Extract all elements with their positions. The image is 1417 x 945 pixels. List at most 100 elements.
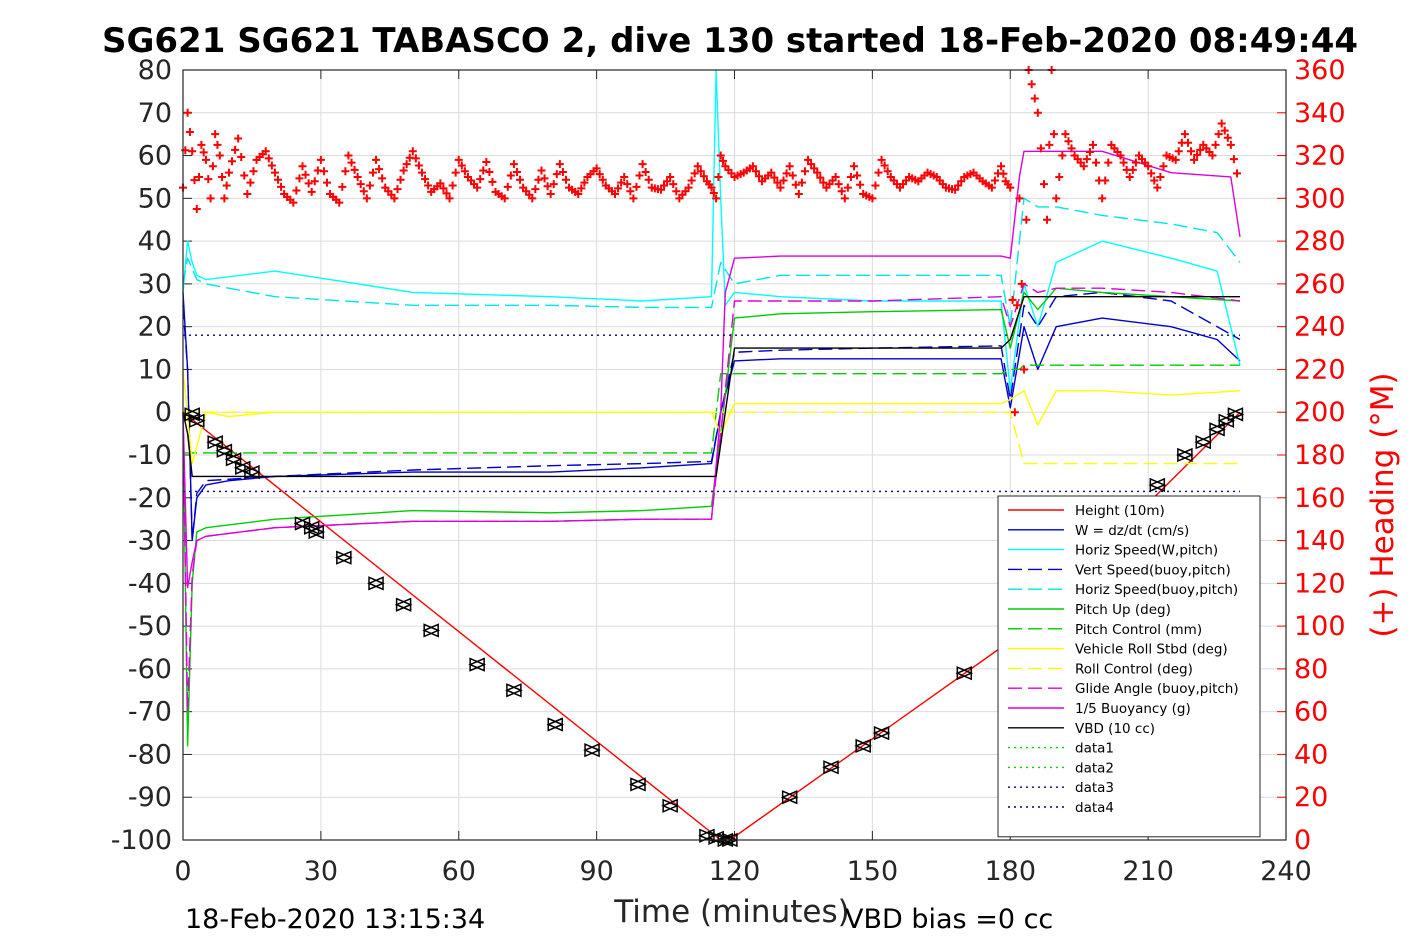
y-right-tick-label: 40 (1294, 739, 1328, 770)
y-tick-label: 20 (138, 312, 172, 343)
heading-point (546, 190, 555, 199)
y-right-tick-label: 100 (1294, 611, 1346, 642)
heading-point (987, 183, 996, 192)
y-right-tick-label: 200 (1294, 397, 1346, 428)
track-marker (1208, 422, 1226, 437)
heading-point (399, 166, 408, 175)
heading-point (644, 175, 653, 184)
heading-point (951, 185, 960, 194)
heading-point (770, 173, 779, 182)
heading-point (335, 198, 344, 207)
heading-point (660, 181, 669, 190)
heading-point (1052, 194, 1061, 203)
heading-point (201, 155, 210, 164)
legend-label-vert-speed-buoy-pitch: Vert Speed(buoy,pitch) (1075, 562, 1231, 578)
heading-point (183, 108, 192, 117)
heading-point (957, 177, 966, 186)
y-tick-label: -50 (128, 611, 172, 642)
heading-point (1101, 176, 1110, 185)
legend-label-1-5-buoyancy-g: 1/5 Buoyancy (g) (1075, 701, 1191, 717)
heading-point (707, 183, 716, 192)
y-tick-label: -10 (128, 440, 172, 471)
heading-point (1116, 151, 1125, 160)
y-tick-label: -80 (128, 739, 172, 770)
heading-point (509, 160, 518, 169)
heading-point (1058, 151, 1067, 160)
heading-point (310, 177, 319, 186)
heading-point (871, 181, 880, 190)
heading-point (359, 187, 368, 196)
heading-point (997, 162, 1006, 171)
heading-point (460, 167, 469, 176)
y-right-tick-label: 340 (1294, 98, 1346, 129)
heading-point (292, 186, 301, 195)
heading-point (748, 162, 757, 171)
heading-point (849, 162, 858, 171)
y-tick-label: 30 (138, 269, 172, 300)
heading-point (755, 172, 764, 181)
track-marker (780, 790, 799, 805)
heading-point (1208, 151, 1217, 160)
heading-point (185, 128, 194, 137)
heading-point (448, 181, 457, 190)
heading-point (543, 182, 552, 191)
heading-point (883, 167, 892, 176)
heading-point (249, 167, 258, 176)
heading-point (1036, 144, 1045, 153)
heading-point (190, 176, 199, 185)
y-tick-label: 50 (138, 183, 172, 214)
heading-point (261, 147, 270, 156)
x-tick-label: 210 (1122, 856, 1174, 887)
y-right-tick-label: 140 (1294, 526, 1346, 557)
heading-point (1015, 194, 1024, 203)
track-marker (215, 443, 234, 458)
x-tick-label: 60 (442, 856, 476, 887)
heading-point (999, 169, 1008, 178)
footer-vbd-bias: VBD bias =0 cc (845, 904, 1053, 935)
heading-point (1131, 158, 1140, 167)
y-right-tick-label: 220 (1294, 354, 1346, 385)
marker-series (183, 407, 1245, 848)
y-right-tick-label: 300 (1294, 183, 1346, 214)
heading-point (577, 184, 586, 193)
heading-point (417, 168, 426, 177)
track-marker (334, 550, 353, 565)
heading-point (880, 161, 889, 170)
heading-point (1125, 172, 1134, 181)
heading-point (341, 167, 350, 176)
heading-point (264, 154, 273, 163)
legend-label-data4: data4 (1075, 800, 1114, 816)
heading-point (638, 160, 647, 169)
track-marker (955, 666, 974, 681)
heading-point (350, 165, 359, 174)
track-marker (243, 464, 261, 480)
y-right-tick-label: 0 (1294, 825, 1311, 856)
track-marker (661, 798, 680, 813)
y-right-tick-label: 280 (1294, 226, 1346, 257)
heading-point (719, 156, 728, 165)
y-right-tick-label: 180 (1294, 440, 1346, 471)
legend-label-horiz-speed-w-pitch: Horiz Speed(W,pitch) (1075, 543, 1218, 559)
heading-point (372, 155, 381, 164)
track-marker (1148, 477, 1167, 493)
heading-point (1008, 295, 1017, 304)
heading-point (788, 171, 797, 180)
x-axis-ticks: 0 30 60 90 120 150 180 210 240 (174, 70, 1312, 887)
heading-point (451, 168, 460, 177)
heading-point (776, 183, 785, 192)
track-marker (1226, 407, 1245, 422)
heading-point (690, 169, 699, 178)
heading-point (218, 172, 227, 181)
heading-point (1128, 165, 1137, 174)
heading-point (779, 176, 788, 185)
legend-box (997, 495, 1261, 838)
heading-point (482, 157, 491, 166)
y-tick-label: 40 (138, 226, 172, 257)
heading-point (816, 173, 825, 182)
heading-point (574, 190, 583, 199)
y-tick-label: -20 (128, 483, 172, 514)
heading-point (1027, 80, 1036, 89)
series-line-glide-angle-buoy-pitch (182, 283, 1241, 713)
track-marker (183, 407, 202, 422)
heading-point (1055, 172, 1064, 181)
